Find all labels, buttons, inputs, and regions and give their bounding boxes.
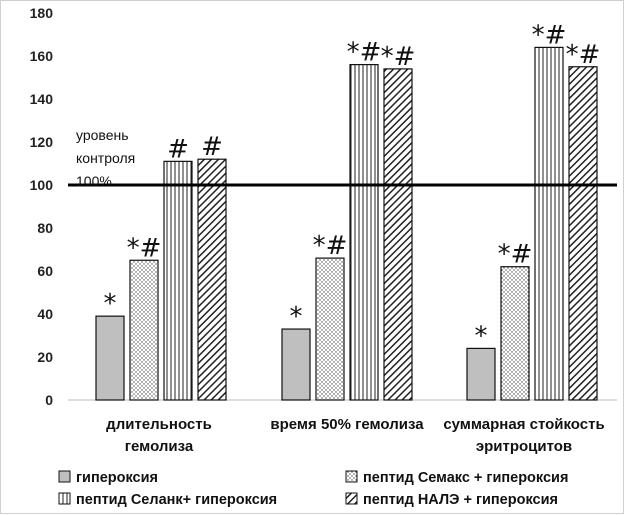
significance-marker: *#: [566, 40, 601, 70]
bar-1-1: [95, 315, 125, 401]
category-label: гемолиза: [125, 438, 194, 455]
bar-1-2: [281, 328, 311, 401]
bar-2-3: [500, 266, 530, 401]
reference-line-label: 100%: [76, 173, 112, 189]
significance-marker: *#: [381, 42, 416, 72]
y-tick-label: 60: [37, 263, 53, 279]
significance-marker: *#: [313, 231, 348, 261]
bar-1-3: [466, 347, 496, 401]
significance-marker: #: [201, 132, 223, 162]
bar-4-1: [197, 158, 227, 401]
category-label: длительность: [106, 416, 212, 433]
legend-label: гипероксия: [76, 470, 158, 486]
legend-label: пептид НАЛЭ + гипероксия: [363, 492, 558, 508]
bar-3-1: [163, 160, 193, 401]
significance-marker: *#: [498, 240, 533, 270]
bar-2-2: [315, 257, 345, 401]
significance-marker: *#: [347, 38, 382, 68]
category-label: суммарная стойкость: [443, 416, 604, 433]
significance-marker: *#: [532, 20, 567, 50]
reference-line-label: уровень: [76, 127, 129, 143]
legend-swatch: [345, 492, 358, 505]
y-tick-label: 40: [37, 306, 53, 322]
y-tick-label: 20: [37, 349, 53, 365]
legend-label: пептид Семакс + гипероксия: [363, 470, 568, 486]
legend-swatch: [345, 470, 358, 483]
category-label: эритроцитов: [476, 438, 572, 455]
legend-swatch: [58, 492, 71, 505]
bar-2-1: [129, 259, 159, 401]
bar-3-2: [349, 63, 379, 401]
y-tick-label: 160: [30, 48, 54, 64]
legend: гипероксия пептид Семакс + гипероксия пепт…: [58, 470, 568, 508]
significance-marker: *#: [127, 233, 162, 263]
y-tick-label: 80: [37, 220, 53, 236]
significance-marker: *: [290, 302, 303, 332]
category-labels: длительность гемолиза время 50% гемолиза су…: [106, 416, 605, 455]
y-tick-label: 0: [45, 392, 53, 408]
legend-label: пептид Селанк+ гипероксия: [76, 492, 277, 508]
significance-marker: *: [104, 289, 117, 319]
y-tick-label: 100: [30, 177, 54, 193]
legend-swatch: [58, 470, 71, 483]
bars: * ***# *# *##*#*##*# *#: [95, 20, 601, 401]
y-tick-label: 120: [30, 134, 54, 150]
y-tick-label: 140: [30, 91, 54, 107]
bar-4-3: [568, 66, 598, 401]
bar-4-2: [383, 68, 413, 401]
category-label: время 50% гемолиза: [270, 416, 424, 433]
bar-3-3: [534, 46, 564, 401]
reference-line-label: контроля: [76, 150, 135, 166]
significance-marker: *: [475, 321, 488, 351]
reference-line-group: уровень контроля 100%: [68, 127, 617, 189]
significance-marker: #: [167, 134, 189, 164]
y-tick-label: 180: [30, 5, 54, 21]
